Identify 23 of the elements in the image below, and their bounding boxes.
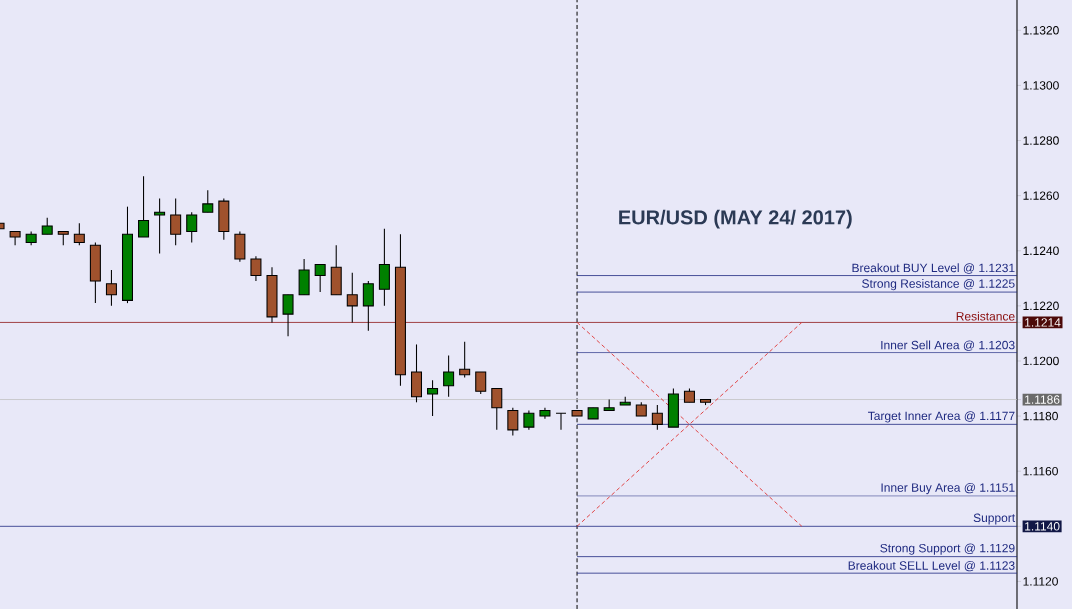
y-tick-label: 1.1220 <box>1023 301 1059 311</box>
ref-line-label: Support <box>973 513 1016 525</box>
y-tick-label: 1.1280 <box>1023 136 1059 145</box>
y-tick-label: 1.1140 <box>1025 522 1060 531</box>
text: EUR/USD (MAY 24/ 2017) <box>619 209 852 229</box>
y-tick-label: 1.1240 <box>1023 246 1059 256</box>
y-tick-label: 1.1214 <box>1025 318 1061 327</box>
y-tick-label: 1.1300 <box>1023 81 1059 90</box>
y-tick-label: 1.1200 <box>1023 356 1059 366</box>
ref-line-label: Breakout BUY Level @ 1.1231 <box>852 263 1015 274</box>
y-tick-label: 1.1320 <box>1023 26 1059 35</box>
ref-line-label: Inner Sell Area @ 1.1203 <box>881 340 1015 351</box>
ref-line-label: Breakout SELL Level @ 1.1123 <box>848 560 1015 572</box>
y-tick-label: 1.1260 <box>1023 191 1059 200</box>
ref-line-label: Inner Buy Area @ 1.1151 <box>881 482 1015 495</box>
ref-line-label: Strong Support @ 1.1129 <box>880 543 1015 555</box>
y-tick-label: 1.1180 <box>1023 411 1058 421</box>
y-tick-label: 1.1186 <box>1025 395 1060 404</box>
y-tick-label: 1.1160 <box>1023 466 1058 476</box>
ref-line-label: Strong Resistance @ 1.1225 <box>862 279 1015 291</box>
y-tick-label: 1.1120 <box>1023 577 1058 586</box>
ref-line-label: Resistance <box>956 311 1015 321</box>
ref-line-label: Target Inner Area @ 1.1177 <box>868 411 1015 423</box>
